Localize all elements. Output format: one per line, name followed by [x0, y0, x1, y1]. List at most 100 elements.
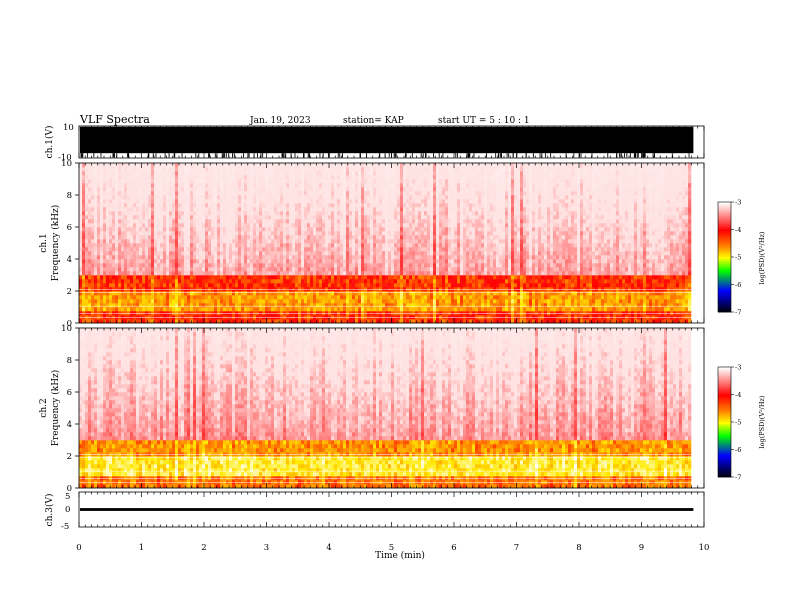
spectrogram-cell: [124, 243, 128, 248]
spectrogram-cell: [460, 231, 464, 236]
spectrogram-cell: [499, 235, 503, 240]
spectrogram-cell: [262, 247, 266, 252]
spectrogram-cell: [175, 239, 179, 244]
spectrogram-cell: [451, 243, 455, 248]
spectrogram-cell: [451, 255, 455, 260]
spectrogram-cell: [685, 247, 689, 252]
spectrogram-cell: [139, 247, 143, 252]
spectrogram-cell: [352, 295, 356, 300]
spectrogram-cell: [328, 299, 332, 304]
spectrogram-cell: [685, 239, 689, 244]
spectrogram-cell: [160, 299, 164, 304]
spectrogram-cell: [106, 239, 110, 244]
spectrogram-cell: [307, 263, 311, 268]
spectrogram-cell: [106, 271, 110, 276]
spectrogram-cell: [478, 227, 482, 232]
spectrogram-cell: [79, 263, 83, 268]
spectrogram-cell: [391, 291, 395, 296]
spectrogram-cell: [322, 279, 326, 284]
spectrogram-cell: [655, 231, 659, 236]
spectrogram-cell: [271, 235, 275, 240]
spectrogram-cell: [370, 227, 374, 232]
spectrogram-cell: [109, 303, 113, 308]
spectrogram-cell: [115, 247, 119, 252]
spectrogram-cell: [499, 279, 503, 284]
spectrogram-cell: [184, 295, 188, 300]
spectrogram-cell: [466, 275, 470, 280]
spectrogram-cell: [475, 231, 479, 236]
spectrogram-cell: [82, 255, 86, 260]
spectrogram-cell: [523, 267, 527, 272]
spectrogram-cell: [340, 239, 344, 244]
spectrogram-cell: [688, 291, 692, 296]
spectrogram-cell: [271, 251, 275, 256]
spectrogram-cell: [361, 263, 365, 268]
spectrogram-cell: [148, 251, 152, 256]
spectrogram-cell: [193, 243, 197, 248]
spectrogram-cell: [220, 255, 224, 260]
spectrogram-cell: [397, 279, 401, 284]
spectrogram-cell: [331, 307, 335, 312]
spectrogram-cell: [607, 267, 611, 272]
spectrogram-cell: [550, 283, 554, 288]
spectrogram-cell: [373, 275, 377, 280]
spectrogram-cell: [508, 259, 512, 264]
spectrogram-cell: [202, 231, 206, 236]
spectrogram-cell: [589, 267, 593, 272]
spectrogram-cell: [97, 299, 101, 304]
spectrogram-cell: [208, 295, 212, 300]
spectrogram-cell: [538, 239, 542, 244]
spectrogram-cell: [226, 239, 230, 244]
spectrogram-cell: [364, 267, 368, 272]
spectrogram-cell: [595, 279, 599, 284]
spectrogram-cell: [190, 231, 194, 236]
spectrogram-cell: [259, 263, 263, 268]
spectrogram-cell: [631, 239, 635, 244]
spectrogram-cell: [91, 239, 95, 244]
spectrogram-cell: [196, 243, 200, 248]
spectrogram-cell: [538, 255, 542, 260]
spectrogram-cell: [229, 231, 233, 236]
spectrogram-cell: [502, 243, 506, 248]
spectrogram-cell: [598, 291, 602, 296]
spectrogram-cell: [355, 279, 359, 284]
spectrogram-cell: [199, 299, 203, 304]
spectrogram-cell: [112, 255, 116, 260]
spectrogram-cell: [484, 295, 488, 300]
spectrogram-cell: [496, 307, 500, 312]
spectrogram-cell: [667, 295, 671, 300]
spectrogram-cell: [100, 291, 104, 296]
spectrogram-cell: [589, 235, 593, 240]
spectrogram-cell: [172, 235, 176, 240]
spectrogram-cell: [403, 263, 407, 268]
spectrogram-cell: [388, 279, 392, 284]
spectrogram-cell: [568, 295, 572, 300]
spectrogram-cell: [259, 235, 263, 240]
spectrogram-cell: [382, 291, 386, 296]
spectrogram-cell: [661, 295, 665, 300]
spectrogram-cell: [142, 243, 146, 248]
spectrogram-cell: [601, 307, 605, 312]
spectrogram-cell: [328, 283, 332, 288]
spectrogram-cell: [376, 227, 380, 232]
spectrogram-cell: [157, 267, 161, 272]
spectrogram-cell: [640, 259, 644, 264]
spectrogram-cell: [439, 283, 443, 288]
spectrogram-cell: [460, 251, 464, 256]
spectrogram-cell: [82, 251, 86, 256]
spectrogram-cell: [637, 255, 641, 260]
spectrogram-cell: [421, 239, 425, 244]
spectrogram-cell: [496, 295, 500, 300]
spectrogram-cell: [562, 307, 566, 312]
spectrogram-cell: [364, 255, 368, 260]
spectrogram-cell: [586, 255, 590, 260]
spectrogram-cell: [271, 283, 275, 288]
spectrogram-cell: [454, 283, 458, 288]
spectrogram-cell: [427, 279, 431, 284]
spectrogram-cell: [145, 291, 149, 296]
spectrogram-cell: [304, 247, 308, 252]
spectrogram-cell: [637, 279, 641, 284]
spectrogram-cell: [349, 243, 353, 248]
spectrogram-cell: [577, 303, 581, 308]
spectrogram-cell: [682, 263, 686, 268]
